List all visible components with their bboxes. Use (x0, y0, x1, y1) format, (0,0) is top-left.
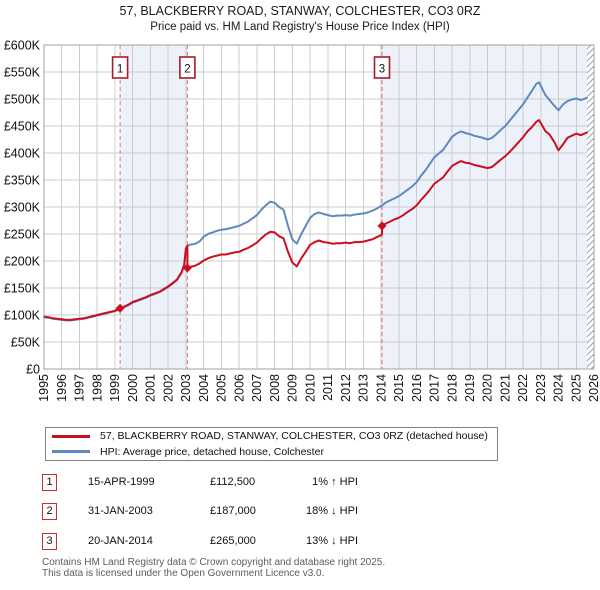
sale-marker-dot (182, 263, 192, 273)
x-tick-label: 2004 (197, 374, 211, 402)
sale-marker-dot (115, 303, 125, 313)
x-tick-label: 2025 (570, 374, 584, 402)
property-line (43, 119, 588, 321)
y-tick-label: £300K (4, 200, 41, 214)
sale-hpi-delta: 18% ↓ HPI (306, 505, 358, 517)
license-footer: Contains HM Land Registry data © Crown c… (42, 557, 386, 579)
price-chart: 1 2 3 £0 £50K £100K £150K £200K £250K £300K £350K £… (4, 38, 600, 402)
x-tick-label: 2013 (357, 374, 371, 402)
x-tick-label: 2001 (144, 374, 158, 402)
y-tick-label: £450K (4, 119, 41, 133)
sale-row-3: 3 20-JAN-2014 £265,000 13% ↓ HPI (0, 533, 600, 551)
x-tick-label: 2003 (179, 374, 193, 402)
sale-hpi-delta: 1% ↑ HPI (312, 476, 358, 488)
sale-price: £187,000 (210, 505, 256, 517)
x-tick-label: 2008 (268, 374, 282, 402)
y-tick-label: £500K (4, 92, 41, 106)
x-tick-label: 2005 (215, 374, 229, 402)
property-line-swatch (52, 434, 90, 438)
sale-row-1: 1 15-APR-1999 £112,500 1% ↑ HPI (0, 474, 600, 492)
sale-date: 20-JAN-2014 (88, 535, 153, 547)
sale-date: 15-APR-1999 (88, 476, 155, 488)
legend-label-property: 57, BLACKBERRY ROAD, STANWAY, COLCHESTER… (100, 430, 488, 443)
x-tick-label: 2006 (232, 374, 246, 402)
x-tick-label: 1996 (55, 374, 69, 402)
footer-line-2: This data is licensed under the Open Gov… (42, 567, 325, 579)
page-subtitle: Price paid vs. HM Land Registry's House … (150, 21, 450, 33)
x-tick-label: 2021 (499, 374, 513, 402)
sale-row-2: 2 31-JAN-2003 £187,000 18% ↓ HPI (0, 503, 600, 521)
sale-marker-label: 1 (117, 64, 123, 76)
sale-date: 31-JAN-2003 (88, 505, 153, 517)
y-tick-label: £550K (4, 65, 41, 79)
x-tick-label: 2015 (392, 374, 406, 402)
y-tick-label: £150K (4, 281, 41, 295)
sale-price: £112,500 (210, 476, 256, 488)
hpi-line-swatch (52, 450, 90, 454)
sale-hpi-delta: 13% ↓ HPI (306, 535, 358, 547)
legend-item-hpi: HPI: Average price, detached house, Colc… (46, 444, 497, 459)
x-tick-label: 2024 (552, 374, 566, 402)
x-tick-label: 2019 (463, 374, 477, 402)
y-tick-label: £50K (11, 335, 41, 349)
chart-legend: 57, BLACKBERRY ROAD, STANWAY, COLCHESTER… (45, 427, 498, 461)
sale-marker-label-box (373, 56, 391, 79)
footer-line-1: Contains HM Land Registry data © Crown c… (42, 557, 386, 568)
sale-price: £265,000 (210, 535, 256, 547)
y-tick-label: £0 (26, 362, 40, 376)
sale-marker-label: 3 (379, 64, 385, 76)
x-tick-label: 2000 (126, 374, 140, 402)
sale-marker-label: 2 (184, 64, 190, 76)
x-tick-label: 2017 (428, 374, 442, 402)
sale-number-badge: 2 (42, 503, 57, 520)
plot-border (43, 44, 595, 370)
y-tick-label: £600K (4, 38, 41, 52)
x-tick-label: 1997 (73, 374, 87, 402)
x-tick-label: 2020 (481, 374, 495, 402)
y-tick-label: £100K (4, 308, 41, 322)
y-tick-label: £350K (4, 173, 41, 187)
x-tick-label: 2018 (445, 374, 459, 402)
x-tick-label: 2023 (534, 374, 548, 402)
x-tick-label: 2022 (516, 374, 530, 402)
sale-number-badge: 1 (42, 474, 57, 491)
x-tick-label: 2026 (587, 374, 600, 402)
x-tick-label: 2002 (161, 374, 175, 402)
x-tick-label: 1999 (108, 374, 122, 402)
x-tick-label: 1998 (90, 374, 104, 402)
x-tick-label: 2016 (410, 374, 424, 402)
future-hatch-pattern (586, 45, 594, 369)
legend-item-property: 57, BLACKBERRY ROAD, STANWAY, COLCHESTER… (46, 429, 497, 444)
y-tick-label: £400K (4, 146, 41, 160)
sale-number-badge: 3 (42, 533, 57, 550)
sale-marker-label-box (179, 56, 196, 79)
x-tick-label: 2012 (339, 374, 353, 402)
x-tick-label: 2014 (374, 374, 388, 402)
sale-marker-dot (377, 221, 387, 231)
legend-label-hpi: HPI: Average price, detached house, Colc… (100, 445, 324, 458)
x-tick-label: 2007 (250, 374, 264, 402)
x-tick-label: 2009 (286, 374, 300, 402)
page-title: 57, BLACKBERRY ROAD, STANWAY, COLCHESTER… (119, 4, 481, 18)
sale-marker-label-box (111, 56, 129, 79)
x-tick-label: 2010 (303, 374, 317, 402)
y-tick-label: £250K (4, 227, 41, 241)
x-tick-label: 2011 (321, 374, 335, 401)
x-tick-label: 1995 (37, 374, 51, 402)
y-tick-label: £200K (4, 254, 41, 268)
